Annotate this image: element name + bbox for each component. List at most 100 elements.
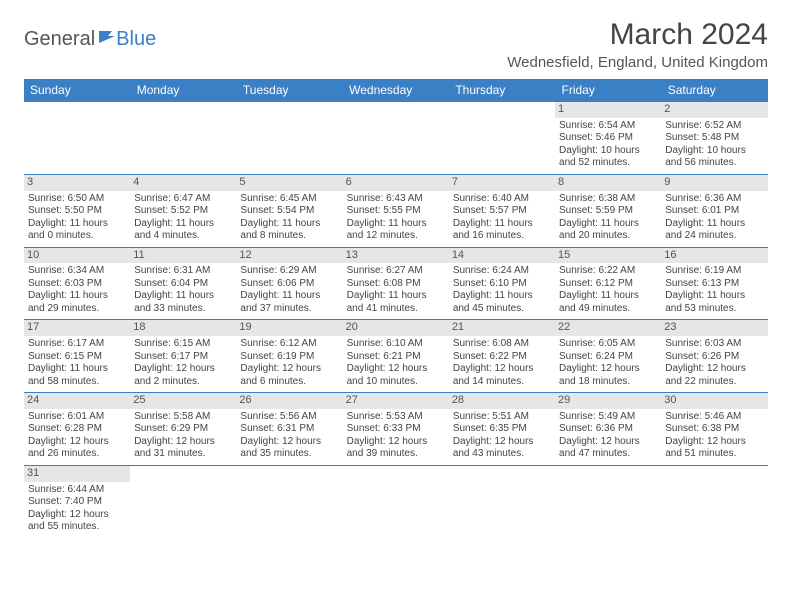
sunset-line: Sunset: 5:55 PM <box>347 205 445 218</box>
daylight-line-2: and 33 minutes. <box>134 303 232 316</box>
calendar-empty-cell <box>449 102 555 175</box>
calendar-day-cell: 8Sunrise: 6:38 AMSunset: 5:59 PMDaylight… <box>555 174 661 247</box>
sunset-line: Sunset: 5:54 PM <box>240 205 338 218</box>
sunrise-line: Sunrise: 6:50 AM <box>28 193 126 206</box>
daylight-line-1: Daylight: 11 hours <box>347 218 445 231</box>
calendar-day-cell: 14Sunrise: 6:24 AMSunset: 6:10 PMDayligh… <box>449 247 555 320</box>
calendar-empty-cell <box>661 465 767 537</box>
daylight-line-2: and 45 minutes. <box>453 303 551 316</box>
day-number: 13 <box>343 248 449 264</box>
daylight-line-2: and 39 minutes. <box>347 448 445 461</box>
day-number: 21 <box>449 320 555 336</box>
calendar-empty-cell <box>343 465 449 537</box>
sunrise-line: Sunrise: 6:34 AM <box>28 265 126 278</box>
daylight-line-2: and 8 minutes. <box>240 230 338 243</box>
daylight-line-2: and 55 minutes. <box>28 521 126 534</box>
calendar-day-cell: 16Sunrise: 6:19 AMSunset: 6:13 PMDayligh… <box>661 247 767 320</box>
sunset-line: Sunset: 6:12 PM <box>559 278 657 291</box>
day-number: 16 <box>661 248 767 264</box>
sunset-line: Sunset: 5:48 PM <box>665 132 763 145</box>
calendar-table: SundayMondayTuesdayWednesdayThursdayFrid… <box>24 79 768 538</box>
calendar-day-cell: 17Sunrise: 6:17 AMSunset: 6:15 PMDayligh… <box>24 320 130 393</box>
sunset-line: Sunset: 6:01 PM <box>665 205 763 218</box>
sunset-line: Sunset: 6:06 PM <box>240 278 338 291</box>
day-number: 23 <box>661 320 767 336</box>
sunrise-line: Sunrise: 6:12 AM <box>240 338 338 351</box>
daylight-line-2: and 41 minutes. <box>347 303 445 316</box>
day-number: 8 <box>555 175 661 191</box>
daylight-line-2: and 14 minutes. <box>453 376 551 389</box>
daylight-line-1: Daylight: 11 hours <box>559 218 657 231</box>
sunrise-line: Sunrise: 5:46 AM <box>665 411 763 424</box>
sunset-line: Sunset: 5:52 PM <box>134 205 232 218</box>
calendar-day-cell: 5Sunrise: 6:45 AMSunset: 5:54 PMDaylight… <box>236 174 342 247</box>
day-number: 18 <box>130 320 236 336</box>
day-number: 15 <box>555 248 661 264</box>
location: Wednesfield, England, United Kingdom <box>507 54 768 71</box>
day-number: 29 <box>555 393 661 409</box>
weekday-header: Wednesday <box>343 79 449 102</box>
calendar-day-cell: 21Sunrise: 6:08 AMSunset: 6:22 PMDayligh… <box>449 320 555 393</box>
daylight-line-2: and 0 minutes. <box>28 230 126 243</box>
sunrise-line: Sunrise: 6:24 AM <box>453 265 551 278</box>
sunset-line: Sunset: 6:24 PM <box>559 351 657 364</box>
sunset-line: Sunset: 6:35 PM <box>453 423 551 436</box>
sunset-line: Sunset: 6:04 PM <box>134 278 232 291</box>
day-number: 17 <box>24 320 130 336</box>
daylight-line-1: Daylight: 12 hours <box>347 436 445 449</box>
page-title: March 2024 <box>507 18 768 52</box>
sunrise-line: Sunrise: 6:47 AM <box>134 193 232 206</box>
sunrise-line: Sunrise: 5:51 AM <box>453 411 551 424</box>
daylight-line-1: Daylight: 12 hours <box>28 436 126 449</box>
day-number: 6 <box>343 175 449 191</box>
calendar-day-cell: 19Sunrise: 6:12 AMSunset: 6:19 PMDayligh… <box>236 320 342 393</box>
daylight-line-1: Daylight: 11 hours <box>28 218 126 231</box>
weekday-header: Thursday <box>449 79 555 102</box>
calendar-day-cell: 6 Sunrise: 6:43 AMSunset: 5:55 PMDaylight… <box>343 174 449 247</box>
daylight-line-1: Daylight: 11 hours <box>665 218 763 231</box>
calendar-empty-cell <box>343 102 449 175</box>
calendar-empty-cell <box>555 465 661 537</box>
daylight-line-1: Daylight: 11 hours <box>134 218 232 231</box>
calendar-row: 24Sunrise: 6:01 AMSunset: 6:28 PMDayligh… <box>24 393 768 466</box>
daylight-line-1: Daylight: 12 hours <box>665 436 763 449</box>
daylight-line-1: Daylight: 11 hours <box>28 363 126 376</box>
daylight-line-1: Daylight: 11 hours <box>453 218 551 231</box>
daylight-line-2: and 22 minutes. <box>665 376 763 389</box>
title-block: March 2024 Wednesfield, England, United … <box>507 18 768 71</box>
sunrise-line: Sunrise: 6:45 AM <box>240 193 338 206</box>
daylight-line-1: Daylight: 12 hours <box>134 436 232 449</box>
calendar-row: 17Sunrise: 6:17 AMSunset: 6:15 PMDayligh… <box>24 320 768 393</box>
calendar-day-cell: 2Sunrise: 6:52 AMSunset: 5:48 PMDaylight… <box>661 102 767 175</box>
sunset-line: Sunset: 6:29 PM <box>134 423 232 436</box>
daylight-line-1: Daylight: 12 hours <box>453 436 551 449</box>
sunrise-line: Sunrise: 6:43 AM <box>347 193 445 206</box>
sunset-line: Sunset: 6:38 PM <box>665 423 763 436</box>
logo-text-general: General <box>24 28 95 51</box>
daylight-line-2: and 51 minutes. <box>665 448 763 461</box>
day-number: 24 <box>24 393 130 409</box>
day-number: 27 <box>343 393 449 409</box>
daylight-line-1: Daylight: 12 hours <box>347 363 445 376</box>
calendar-row: 3Sunrise: 6:50 AMSunset: 5:50 PMDaylight… <box>24 174 768 247</box>
day-number: 31 <box>24 466 130 482</box>
weekday-header: Tuesday <box>236 79 342 102</box>
sunrise-line: Sunrise: 6:19 AM <box>665 265 763 278</box>
sunset-line: Sunset: 6:36 PM <box>559 423 657 436</box>
calendar-day-cell: 4Sunrise: 6:47 AMSunset: 5:52 PMDaylight… <box>130 174 236 247</box>
day-number: 28 <box>449 393 555 409</box>
daylight-line-2: and 24 minutes. <box>665 230 763 243</box>
daylight-line-1: Daylight: 10 hours <box>559 145 657 158</box>
calendar-day-cell: 15Sunrise: 6:22 AMSunset: 6:12 PMDayligh… <box>555 247 661 320</box>
day-number: 7 <box>449 175 555 191</box>
sunset-line: Sunset: 6:33 PM <box>347 423 445 436</box>
sunrise-line: Sunrise: 6:01 AM <box>28 411 126 424</box>
daylight-line-1: Daylight: 12 hours <box>559 363 657 376</box>
flag-icon <box>98 30 116 44</box>
day-number: 2 <box>661 102 767 118</box>
daylight-line-1: Daylight: 12 hours <box>665 363 763 376</box>
calendar-day-cell: 27Sunrise: 5:53 AMSunset: 6:33 PMDayligh… <box>343 393 449 466</box>
day-number: 22 <box>555 320 661 336</box>
sunrise-line: Sunrise: 6:10 AM <box>347 338 445 351</box>
day-number: 1 <box>555 102 661 118</box>
